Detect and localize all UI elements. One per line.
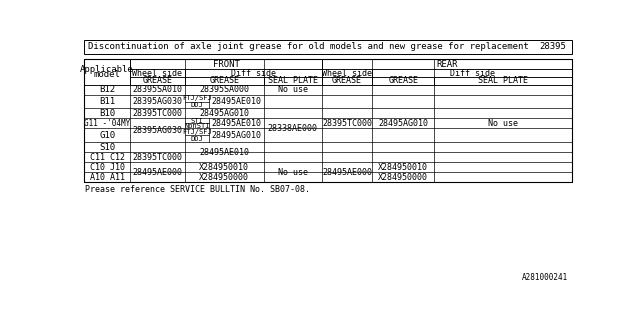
Bar [84, 59, 131, 84]
Bar [184, 77, 264, 84]
Bar [131, 59, 322, 69]
Text: G11 -'04MY: G11 -'04MY [84, 119, 131, 128]
Text: GREASE: GREASE [388, 76, 418, 85]
Text: 28495AE010: 28495AE010 [212, 97, 262, 106]
Text: A10 A11: A10 A11 [90, 173, 125, 182]
Text: Wheel side: Wheel side [132, 68, 182, 77]
Text: FTJ/SFJ: FTJ/SFJ [182, 95, 212, 101]
Text: 28495AE000: 28495AE000 [322, 168, 372, 177]
Text: 28395TC000: 28395TC000 [132, 109, 182, 118]
Text: G10: G10 [99, 131, 115, 140]
Text: Applicable: Applicable [80, 65, 134, 74]
Text: STI: STI [191, 118, 204, 124]
Bar [434, 77, 572, 84]
Text: X284950010: X284950010 [378, 163, 428, 172]
Text: 28395TC000: 28395TC000 [322, 119, 372, 128]
Bar [322, 59, 572, 69]
Text: DDJ: DDJ [191, 102, 204, 108]
Bar [322, 69, 372, 77]
Text: Diff side: Diff side [450, 68, 495, 77]
Text: GREASE: GREASE [143, 76, 173, 85]
Text: X284950000: X284950000 [199, 173, 249, 182]
Text: 28395AG030: 28395AG030 [132, 97, 182, 106]
Text: SEAL PLATE: SEAL PLATE [268, 76, 317, 85]
Text: C11 C12: C11 C12 [90, 153, 125, 162]
Bar [131, 69, 184, 77]
Text: C10 J10: C10 J10 [90, 163, 125, 172]
Text: 28495AE010: 28495AE010 [199, 148, 249, 157]
Text: FTJ/SFJ: FTJ/SFJ [182, 129, 212, 135]
Text: 28495AE010: 28495AE010 [212, 119, 262, 128]
Text: Diff side: Diff side [230, 68, 276, 77]
Text: NonSTI: NonSTI [184, 123, 210, 129]
Text: Prease reference SERVICE BULLTIN No. SB07-08.: Prease reference SERVICE BULLTIN No. SB0… [85, 185, 310, 194]
Text: X284950000: X284950000 [378, 173, 428, 182]
Text: 28495AG010: 28495AG010 [212, 131, 262, 140]
Text: 28495AE000: 28495AE000 [132, 168, 182, 177]
Text: No use: No use [488, 119, 518, 128]
Bar [322, 77, 372, 84]
Bar [372, 69, 572, 77]
Text: No use: No use [278, 168, 308, 177]
Text: Wheel side: Wheel side [322, 68, 372, 77]
Text: Discontinuation of axle joint grease for old models and new grease for replaceme: Discontinuation of axle joint grease for… [88, 42, 529, 52]
Text: B10: B10 [99, 109, 115, 118]
Text: 28338AE000: 28338AE000 [268, 124, 317, 133]
Bar [372, 77, 434, 84]
Text: model: model [93, 70, 120, 79]
Text: GREASE: GREASE [209, 76, 239, 85]
Text: SEAL PLATE: SEAL PLATE [478, 76, 528, 85]
Text: REAR: REAR [436, 60, 458, 69]
Text: DDJ: DDJ [191, 136, 204, 142]
Text: No use: No use [278, 85, 308, 94]
Text: 28395TC000: 28395TC000 [132, 153, 182, 162]
Text: A281000241: A281000241 [522, 273, 568, 282]
Bar [84, 40, 572, 54]
Text: S10: S10 [99, 143, 115, 152]
Text: 28395SA000: 28395SA000 [199, 85, 249, 94]
Text: B12: B12 [99, 85, 115, 94]
Text: 28395SA010: 28395SA010 [132, 85, 182, 94]
Text: 28495AG010: 28495AG010 [378, 119, 428, 128]
Text: 28395AG030: 28395AG030 [132, 126, 182, 135]
Text: 28395: 28395 [539, 42, 566, 52]
Bar [184, 69, 322, 77]
Text: 28495AG010: 28495AG010 [199, 109, 249, 118]
Text: B11: B11 [99, 97, 115, 106]
Bar [131, 77, 184, 84]
Text: FRONT: FRONT [212, 60, 239, 69]
Text: GREASE: GREASE [332, 76, 362, 85]
Text: X284950010: X284950010 [199, 163, 249, 172]
Bar [264, 77, 322, 84]
Bar [84, 59, 572, 182]
